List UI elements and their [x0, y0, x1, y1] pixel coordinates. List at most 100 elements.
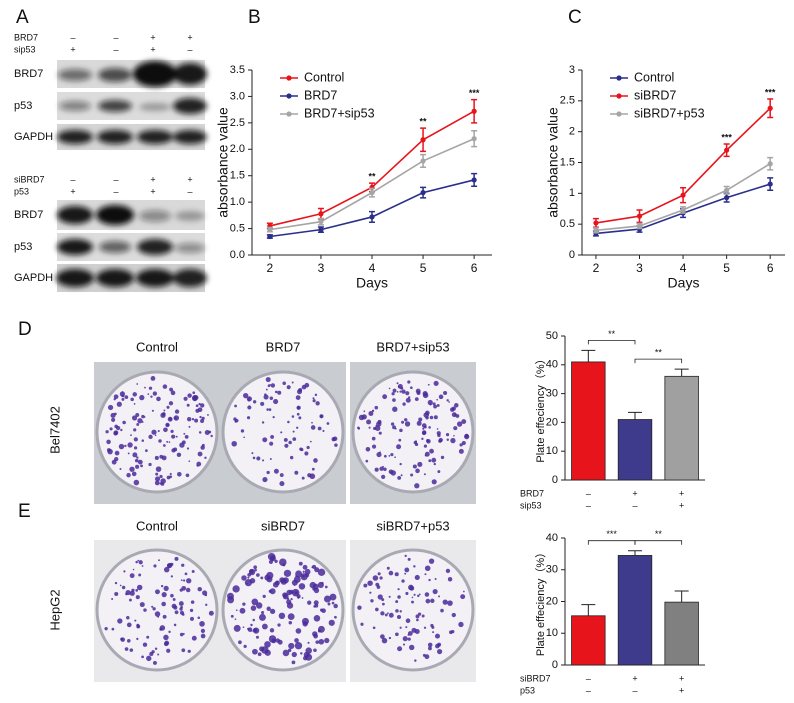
colony-dot: [155, 589, 160, 595]
colony-dot: [256, 573, 260, 577]
colony-dot: [305, 647, 312, 654]
colony-dot: [399, 462, 402, 466]
y-tick-label: 40: [546, 532, 558, 544]
colony-dot: [260, 401, 265, 406]
bar: [571, 615, 606, 666]
colony-dot: [166, 440, 169, 443]
colony-dot: [405, 591, 409, 596]
colony-dot: [256, 456, 261, 461]
colony-dot: [165, 422, 170, 428]
colony-dot: [152, 660, 157, 665]
colony-dot: [414, 574, 420, 581]
colony-dot: [197, 586, 202, 592]
y-tick-label: 0: [552, 474, 558, 486]
x-tick-label: 3: [318, 261, 325, 275]
colony-dot: [382, 602, 385, 606]
bracket-label: **: [655, 347, 663, 357]
colony-dot: [312, 587, 316, 591]
colony-dot: [255, 635, 259, 639]
colony-dot: [315, 401, 320, 406]
colony-dot: [291, 651, 297, 658]
colony-dot: [407, 380, 411, 384]
colony-dot: [296, 412, 300, 416]
legend-label: BRD7+sip53: [304, 106, 375, 120]
colony-dot: [437, 433, 441, 438]
colony-dot: [282, 381, 286, 386]
colony-dot: [377, 572, 381, 576]
colony-dot: [394, 572, 399, 577]
colony-dot: [424, 592, 430, 597]
colony-dot: [249, 578, 256, 584]
colony-dot: [163, 566, 170, 573]
colony-dot: [269, 441, 274, 446]
colony-dot: [279, 473, 284, 477]
colony-dot: [291, 381, 294, 384]
colony-dot: [272, 415, 275, 419]
colony-dot: [422, 653, 426, 657]
colony-dot: [407, 557, 411, 561]
colony-dot: [296, 594, 301, 599]
band-label: BRD7: [14, 209, 43, 221]
colony-dot: [170, 575, 173, 578]
colony-dot: [121, 397, 125, 401]
colony-dot: [292, 437, 297, 441]
colony-dot: [160, 478, 166, 484]
colony-dot: [277, 390, 282, 395]
colony-dot: [287, 648, 292, 653]
colony-dot: [135, 560, 138, 564]
colony-dot: [195, 404, 199, 408]
colony-dot: [414, 483, 420, 489]
colony-dot: [318, 638, 325, 645]
x-tick-label: 4: [680, 261, 687, 275]
colony-dot: [159, 625, 166, 631]
colony-dot: [152, 607, 156, 611]
colony-dot: [241, 575, 247, 581]
colony-dot: [154, 455, 159, 461]
colony-dot: [298, 561, 303, 566]
colony-dot: [414, 442, 419, 447]
colony-dot: [170, 562, 172, 565]
colony-dot: [278, 612, 286, 620]
legend-label: siBRD7: [634, 88, 676, 102]
colony-dot: [120, 637, 126, 642]
colony-dot: [154, 476, 161, 482]
colony-dot: [461, 419, 467, 425]
y-tick-label: 0.0: [230, 249, 245, 261]
colony-dot: [324, 585, 328, 589]
colony-dot: [182, 632, 185, 635]
panel-letter: C: [568, 7, 582, 28]
colony-dot: [372, 626, 376, 630]
legend-marker: [616, 93, 622, 99]
colony-dot: [374, 467, 379, 472]
x-axis-label: Days: [668, 275, 700, 291]
colony-dot: [287, 613, 295, 621]
x-tick-label: 4: [369, 261, 376, 275]
colony-dot: [464, 434, 470, 440]
colony-dot: [124, 444, 127, 448]
colony-dot: [119, 467, 122, 471]
y-tick-label: 1: [569, 187, 575, 199]
plate: [351, 370, 475, 494]
condition-mark: –: [113, 174, 118, 184]
colony-dot: [243, 644, 247, 648]
colony-dot: [170, 429, 174, 434]
colony-dot: [262, 459, 265, 462]
colony-dot: [234, 618, 237, 621]
colony-dot: [418, 593, 421, 596]
colony-dot: [422, 427, 425, 430]
series-line: [595, 107, 771, 224]
point: [420, 190, 426, 196]
colony-dot: [399, 390, 402, 393]
x-tick-label: 6: [471, 261, 478, 275]
panel-letter: E: [18, 501, 31, 522]
bracket: [587, 540, 636, 545]
colony-dot: [388, 595, 391, 598]
colony-dot: [291, 588, 300, 597]
colony-dot: [293, 576, 301, 583]
colony-dot: [179, 588, 183, 592]
colony-dot: [375, 424, 378, 427]
condition-mark: –: [113, 186, 118, 196]
colony-dot: [427, 383, 430, 386]
colony-dot: [152, 391, 158, 396]
colony-dot: [139, 602, 145, 608]
